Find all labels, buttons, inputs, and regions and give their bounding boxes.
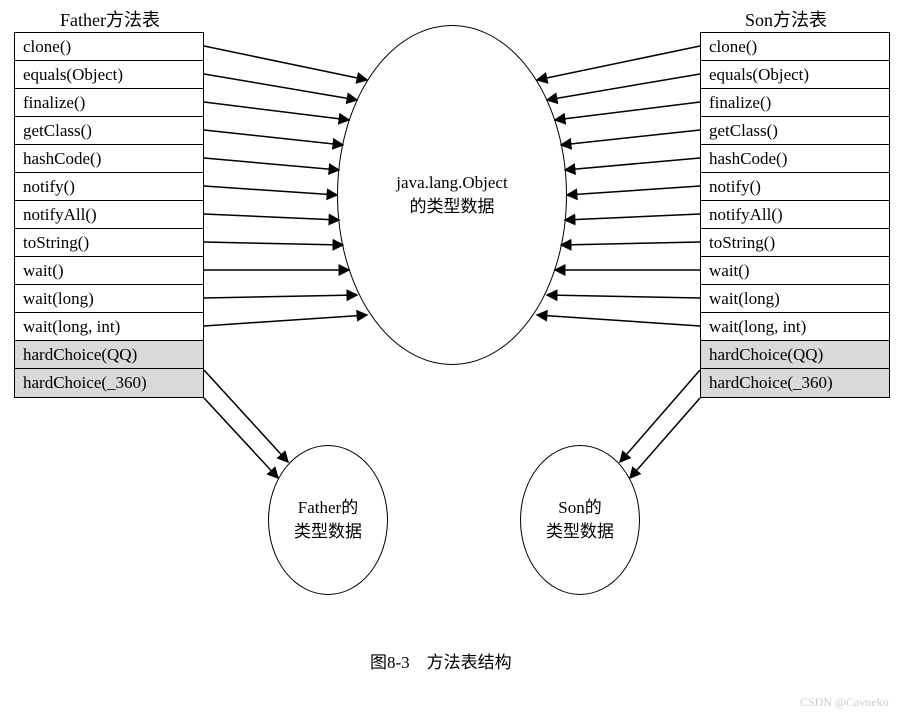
son-type-ellipse: Son的 类型数据 xyxy=(520,445,640,595)
table-row: wait() xyxy=(701,257,889,285)
father-ellipse-line2: 类型数据 xyxy=(294,522,362,541)
table-row: hardChoice(_360) xyxy=(701,369,889,397)
center-ellipse-line2: 的类型数据 xyxy=(410,197,495,216)
father-table-title: Father方法表 xyxy=(60,6,160,32)
table-row: notifyAll() xyxy=(701,201,889,229)
father-ellipse-line1: Father的 xyxy=(298,498,358,517)
table-row: hashCode() xyxy=(15,145,203,173)
table-row: getClass() xyxy=(15,117,203,145)
table-row: clone() xyxy=(15,33,203,61)
center-ellipse-line1: java.lang.Object xyxy=(396,173,507,192)
son-method-table: clone()equals(Object)finalize()getClass(… xyxy=(700,32,890,398)
father-method-table: clone()equals(Object)finalize()getClass(… xyxy=(14,32,204,398)
table-row: getClass() xyxy=(701,117,889,145)
diagram-container: Father方法表 Son方法表 clone()equals(Object)fi… xyxy=(0,0,913,713)
father-type-ellipse: Father的 类型数据 xyxy=(268,445,388,595)
table-row: hashCode() xyxy=(701,145,889,173)
table-row: toString() xyxy=(15,229,203,257)
table-row: equals(Object) xyxy=(701,61,889,89)
table-row: hardChoice(_360) xyxy=(15,369,203,397)
table-row: wait() xyxy=(15,257,203,285)
table-row: wait(long) xyxy=(701,285,889,313)
son-table-title: Son方法表 xyxy=(745,6,827,32)
table-row: hardChoice(QQ) xyxy=(15,341,203,369)
table-row: hardChoice(QQ) xyxy=(701,341,889,369)
watermark-text: CSDN @Cavneko xyxy=(800,695,889,710)
table-row: clone() xyxy=(701,33,889,61)
table-row: finalize() xyxy=(15,89,203,117)
table-row: finalize() xyxy=(701,89,889,117)
son-ellipse-line2: 类型数据 xyxy=(546,522,614,541)
table-row: equals(Object) xyxy=(15,61,203,89)
table-row: wait(long) xyxy=(15,285,203,313)
table-row: toString() xyxy=(701,229,889,257)
table-row: notify() xyxy=(15,173,203,201)
table-row: wait(long, int) xyxy=(701,313,889,341)
table-row: notify() xyxy=(701,173,889,201)
son-ellipse-line1: Son的 xyxy=(558,498,601,517)
table-row: notifyAll() xyxy=(15,201,203,229)
object-type-ellipse: java.lang.Object 的类型数据 xyxy=(337,25,567,365)
table-row: wait(long, int) xyxy=(15,313,203,341)
figure-caption: 图8-3 方法表结构 xyxy=(370,648,512,673)
